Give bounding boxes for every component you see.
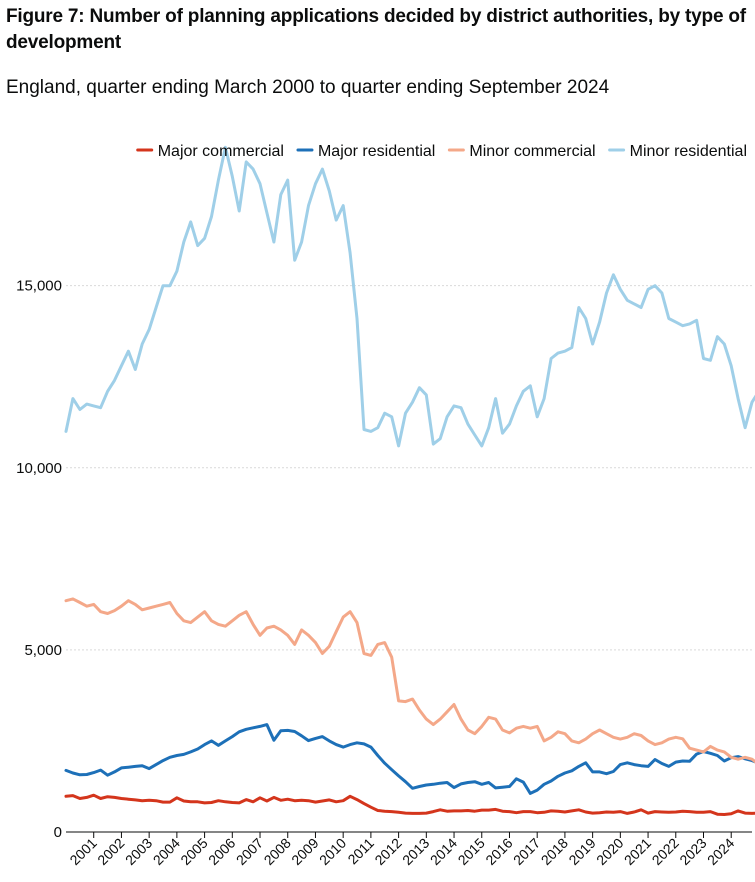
y-tick-label: 0: [54, 824, 62, 841]
series-line-major-residential: [64, 723, 755, 795]
chart-subtitle: England, quarter ending March 2000 to qu…: [6, 77, 610, 98]
x-tick-label: 2001: [66, 835, 99, 868]
x-tick-label: 2015: [455, 835, 488, 868]
x-tick-label: 2018: [538, 835, 571, 868]
series-line-major-commercial: [64, 793, 755, 816]
gridlines: [66, 285, 752, 651]
x-tick-label: 2020: [593, 835, 626, 868]
legend-label-minor-residential: Minor residential: [630, 143, 747, 160]
x-tick-label: 2005: [177, 835, 210, 868]
y-tick-label: 15,000: [16, 278, 62, 295]
x-tick-label: 2011: [344, 835, 377, 868]
legend-label-major-residential: Major residential: [318, 143, 435, 160]
series-line-minor-residential: [64, 145, 755, 448]
x-tick-label: 2014: [427, 835, 460, 868]
x-tick-label: 2021: [621, 835, 654, 868]
series-line-minor-commercial: [64, 597, 755, 764]
x-tick-label: 2007: [233, 835, 266, 868]
chart-title: Figure 7: Number of planning application…: [6, 6, 746, 53]
x-tick-label: 2023: [676, 835, 709, 868]
x-tick-label: 2009: [288, 835, 321, 868]
x-tick-label: 2017: [510, 835, 543, 868]
y-tick-label: 5,000: [24, 642, 62, 659]
x-tick-label: 2024: [704, 835, 737, 868]
x-tick-label: 2010: [316, 835, 349, 868]
x-tick-label: 2004: [150, 835, 183, 868]
x-tick-label: 2008: [261, 835, 294, 868]
legend-label-major-commercial: Major commercial: [158, 143, 284, 160]
x-tick-label: 2016: [482, 835, 515, 868]
legend: Major commercial Major residential Minor c…: [136, 143, 747, 160]
x-tick-label: 2013: [399, 835, 432, 868]
series-lines: [64, 145, 755, 816]
x-tick-label: 2003: [122, 835, 155, 868]
x-tick-label: 2002: [94, 835, 127, 868]
x-tick-label: 2022: [649, 835, 682, 868]
y-tick-label: 10,000: [16, 460, 62, 477]
x-tick-label: 2012: [371, 835, 404, 868]
legend-label-minor-commercial: Minor commercial: [469, 143, 595, 160]
axes: 05,00010,00015,0002001200220032004200520…: [16, 278, 752, 868]
x-tick-label: 2019: [565, 835, 598, 868]
x-tick-label: 2006: [205, 835, 238, 868]
